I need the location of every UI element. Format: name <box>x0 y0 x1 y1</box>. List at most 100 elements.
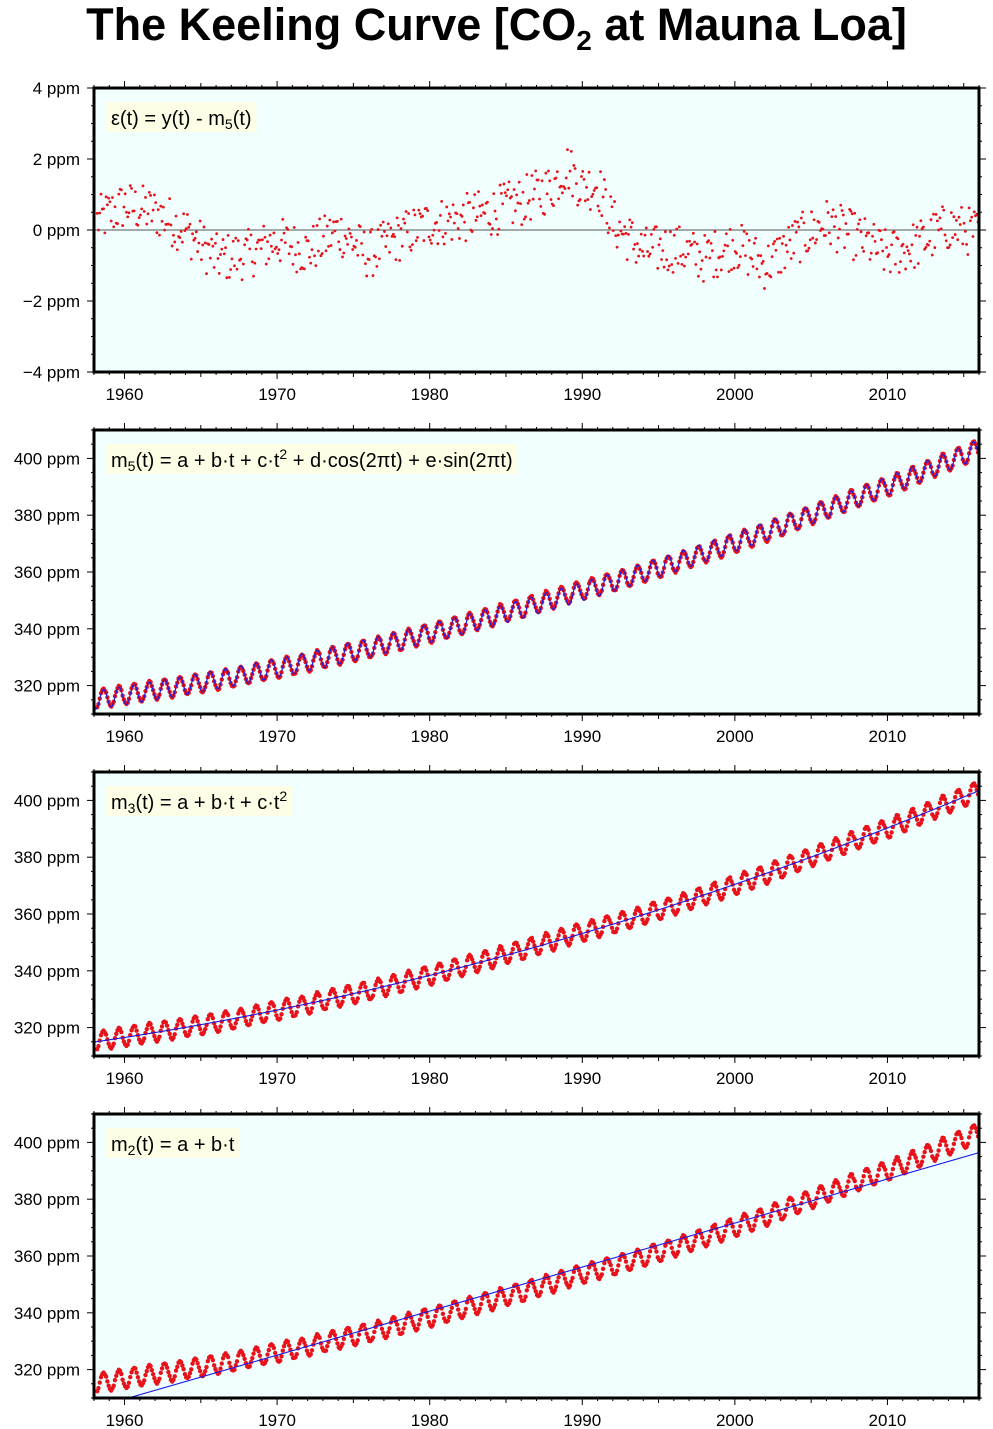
co2-observation-point <box>782 1213 788 1218</box>
co2-observation-point <box>477 964 482 969</box>
residual-point <box>839 203 843 207</box>
co2-observation-point <box>103 1032 109 1037</box>
co2-observation-point <box>866 827 871 832</box>
residual-point <box>229 268 233 271</box>
residual-point <box>564 176 568 180</box>
residual-point <box>591 192 595 196</box>
residual-point <box>801 210 805 214</box>
residual-point <box>225 276 229 280</box>
residual-point <box>765 272 769 275</box>
co2-observation-point <box>462 1311 467 1316</box>
residual-point <box>393 235 397 239</box>
residual-point <box>544 171 548 175</box>
residual-point <box>123 192 127 196</box>
co2-observation-point <box>274 1013 279 1018</box>
co2-observation-point <box>384 1334 390 1339</box>
co2-observation-point <box>380 1330 386 1336</box>
co2-observation-point <box>973 783 978 789</box>
residual-point <box>394 258 398 262</box>
residual-point <box>421 214 424 218</box>
residual-point <box>578 198 582 201</box>
residual-point <box>413 213 417 217</box>
residual-point <box>141 184 145 188</box>
co2-observation-point <box>143 1372 148 1378</box>
co2-observation-point <box>647 907 653 912</box>
co2-observation-point <box>317 1335 322 1341</box>
co2-observation-point <box>312 1338 317 1343</box>
residual-point <box>483 212 487 215</box>
residual-point <box>780 242 784 245</box>
co2-observation-point <box>157 1034 162 1039</box>
co2-observation-point <box>913 1155 918 1160</box>
residual-point <box>843 246 846 250</box>
residual-point <box>474 218 478 222</box>
residual-point <box>680 262 684 266</box>
residual-point <box>723 243 727 247</box>
residual-point <box>498 183 502 187</box>
residual-point <box>529 217 533 221</box>
residual-point <box>338 248 342 251</box>
residual-point <box>344 237 348 240</box>
residual-point <box>646 250 649 253</box>
co2-observation-point <box>806 1197 812 1202</box>
residual-point <box>292 225 296 229</box>
residual-point <box>268 233 272 237</box>
residual-point <box>596 204 600 208</box>
model-fit-line-m5 <box>94 441 979 710</box>
residual-point <box>563 187 567 190</box>
residual-point <box>638 248 642 251</box>
co2-observation-point <box>114 1373 119 1378</box>
co2-observation-point <box>516 1289 522 1294</box>
co2-observation-point <box>828 1195 833 1200</box>
residual-point <box>576 203 580 207</box>
residual-point <box>369 230 372 234</box>
co2-observation-point <box>248 1018 254 1023</box>
residual-point <box>713 230 717 233</box>
y-tick-label: 340 ppm <box>14 1304 80 1323</box>
residual-point <box>571 194 574 198</box>
co2-observation-point <box>218 1366 223 1371</box>
residual-point <box>730 268 733 272</box>
x-tick-label: 1960 <box>106 727 144 746</box>
co2-observation-point <box>356 1332 362 1337</box>
co2-observation-point <box>181 1366 186 1372</box>
residual-point <box>425 206 428 210</box>
residual-point <box>356 253 360 257</box>
residual-point <box>194 230 198 234</box>
residual-point <box>755 267 759 271</box>
residual-point <box>343 234 347 238</box>
co2-observation-point <box>152 1034 157 1039</box>
residual-point <box>517 180 521 184</box>
residual-point <box>150 219 154 223</box>
residual-point <box>212 266 216 269</box>
residual-point <box>449 215 452 219</box>
co2-observation-point <box>529 935 535 941</box>
residual-point <box>136 223 140 227</box>
co2-observation-point <box>402 1321 407 1326</box>
residual-point <box>297 252 301 256</box>
panel-m5: 1960 1970 1980 1990 2000 2010 320 ppm 340 ppm 36… <box>14 423 986 746</box>
residual-point <box>663 230 667 234</box>
residual-point <box>493 209 497 213</box>
residual-point <box>835 250 839 254</box>
co2-observation-point <box>750 543 756 548</box>
co2-observation-point <box>541 1279 546 1285</box>
co2-observation-point <box>567 941 573 946</box>
co2-observation-point <box>227 1360 232 1366</box>
co2-observation-point <box>822 1191 827 1196</box>
co2-observation-point <box>148 1363 153 1369</box>
co2-observation-point <box>691 1243 696 1249</box>
residual-point <box>869 251 873 255</box>
residual-point <box>438 214 442 217</box>
residual-point <box>374 255 377 259</box>
co2-observation-point <box>594 929 599 935</box>
residual-point <box>880 238 883 242</box>
residual-point <box>543 212 547 216</box>
co2-observation-point <box>736 1229 742 1234</box>
co2-observation-point <box>660 1254 666 1259</box>
co2-observation-point <box>172 1032 177 1037</box>
co2-observation-point <box>683 894 688 899</box>
co2-observation-point <box>904 1166 910 1171</box>
co2-observation-point <box>637 1250 643 1256</box>
co2-observation-point <box>739 875 744 881</box>
